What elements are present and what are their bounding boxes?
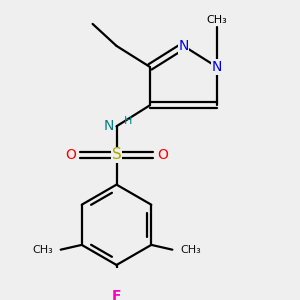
Text: CH₃: CH₃ [180, 245, 201, 255]
Text: CH₃: CH₃ [207, 15, 227, 25]
Text: S: S [112, 148, 122, 163]
Text: H: H [124, 116, 132, 127]
Text: O: O [65, 148, 76, 162]
Text: N: N [104, 119, 114, 133]
Text: N: N [212, 60, 222, 74]
Text: N: N [178, 39, 189, 53]
Text: O: O [157, 148, 168, 162]
Text: CH₃: CH₃ [32, 245, 53, 255]
Text: F: F [112, 289, 121, 300]
